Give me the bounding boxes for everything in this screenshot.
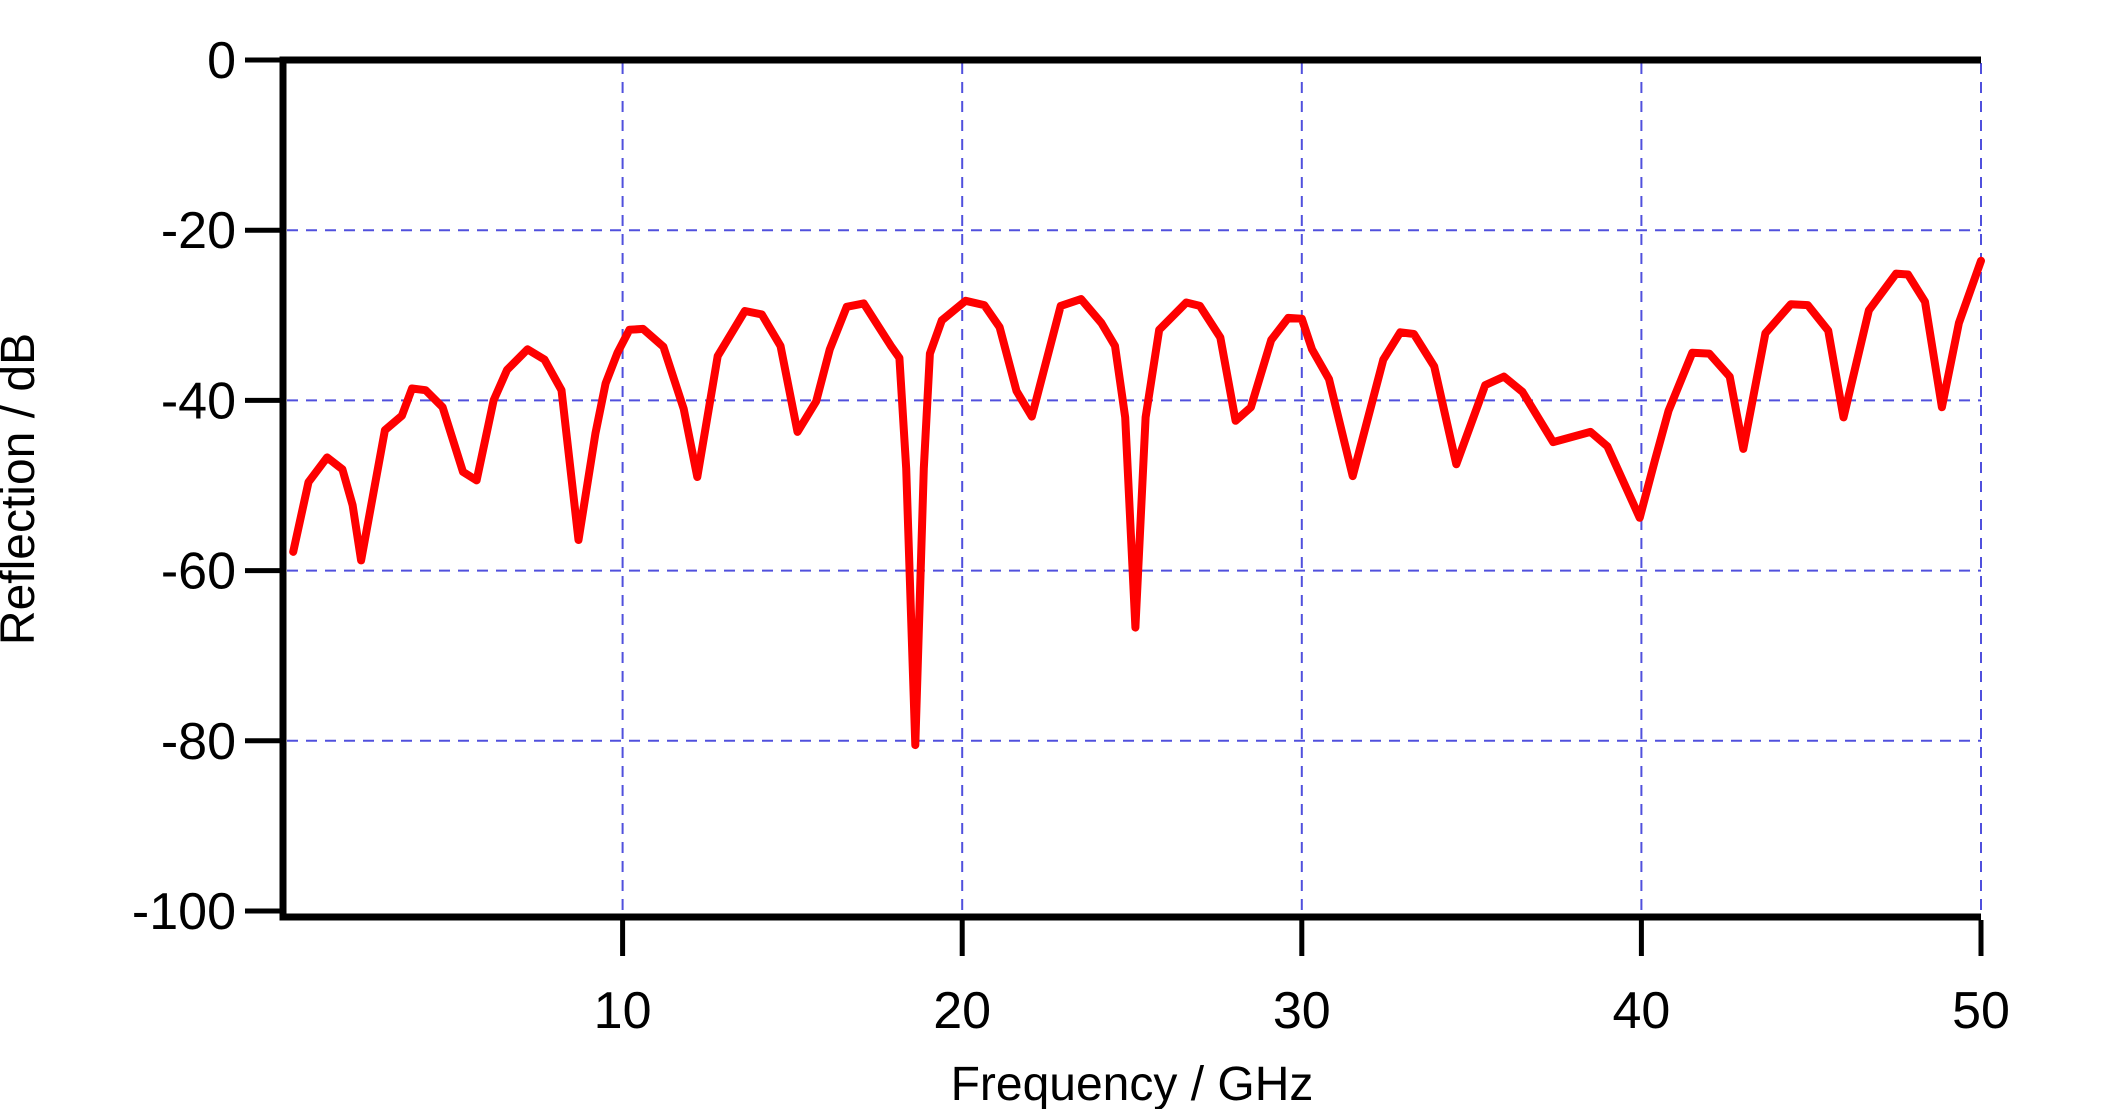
y-tick-label--60: -60 (161, 543, 236, 601)
y-axis-title: Reflection / dB (0, 333, 45, 645)
x-tick-label-30: 30 (1273, 982, 1331, 1040)
x-tick-label-10: 10 (594, 982, 652, 1040)
gridlines (287, 63, 1982, 914)
y-tick-label--20: -20 (161, 202, 236, 260)
y-tick-label--100: -100 (132, 883, 236, 941)
reflection-curve (289, 256, 1985, 750)
y-tick-label-0: 0 (207, 32, 236, 90)
y-tick-label--40: -40 (161, 372, 236, 430)
y-tick-label--80: -80 (161, 713, 236, 771)
x-axis-title: Frequency / GHz (951, 1058, 1314, 1109)
curve-layer (289, 256, 1985, 750)
x-tick-label-50: 50 (1952, 982, 2010, 1040)
x-tick-label-20: 20 (933, 982, 991, 1040)
x-tick-label-40: 40 (1612, 982, 1670, 1040)
axis-labels: Reflection / dB Frequency / GHz 0 -20 -40 -… (0, 32, 2010, 1109)
axes-frame (245, 56, 1984, 956)
